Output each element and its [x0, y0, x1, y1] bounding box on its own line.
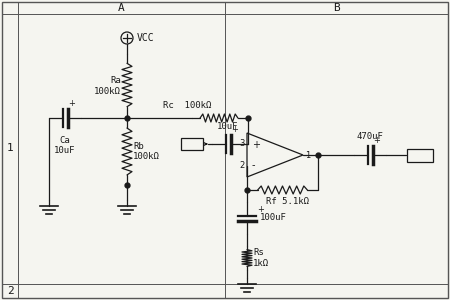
Text: A: A: [117, 3, 124, 13]
Text: 470uF: 470uF: [356, 132, 383, 141]
Text: -: -: [252, 160, 256, 170]
Text: Rs
1kΩ: Rs 1kΩ: [253, 248, 269, 268]
Text: 100uF: 100uF: [260, 214, 287, 223]
Text: +: +: [257, 205, 264, 214]
Text: +: +: [68, 99, 76, 108]
Text: VCC: VCC: [137, 33, 155, 43]
Text: OUT: OUT: [411, 150, 429, 160]
Text: B: B: [333, 3, 340, 13]
Text: 10uF: 10uF: [217, 122, 239, 131]
Text: 1: 1: [305, 151, 310, 160]
Text: Ca
10uF: Ca 10uF: [54, 136, 76, 155]
Text: Rb
100kΩ: Rb 100kΩ: [133, 142, 160, 161]
Text: Rc  100kΩ: Rc 100kΩ: [163, 101, 212, 110]
Text: 3: 3: [239, 140, 245, 148]
Text: +: +: [252, 140, 260, 150]
Text: +: +: [231, 125, 239, 134]
Text: IN: IN: [186, 139, 198, 149]
Text: 2: 2: [7, 286, 14, 296]
Text: +: +: [374, 136, 380, 145]
Bar: [407, 148, 433, 161]
Text: Rf 5.1kΩ: Rf 5.1kΩ: [266, 197, 309, 206]
Text: 2: 2: [240, 161, 245, 170]
Text: Ra
100kΩ: Ra 100kΩ: [94, 76, 121, 96]
Text: 1: 1: [7, 143, 14, 153]
Bar: [181, 138, 203, 150]
